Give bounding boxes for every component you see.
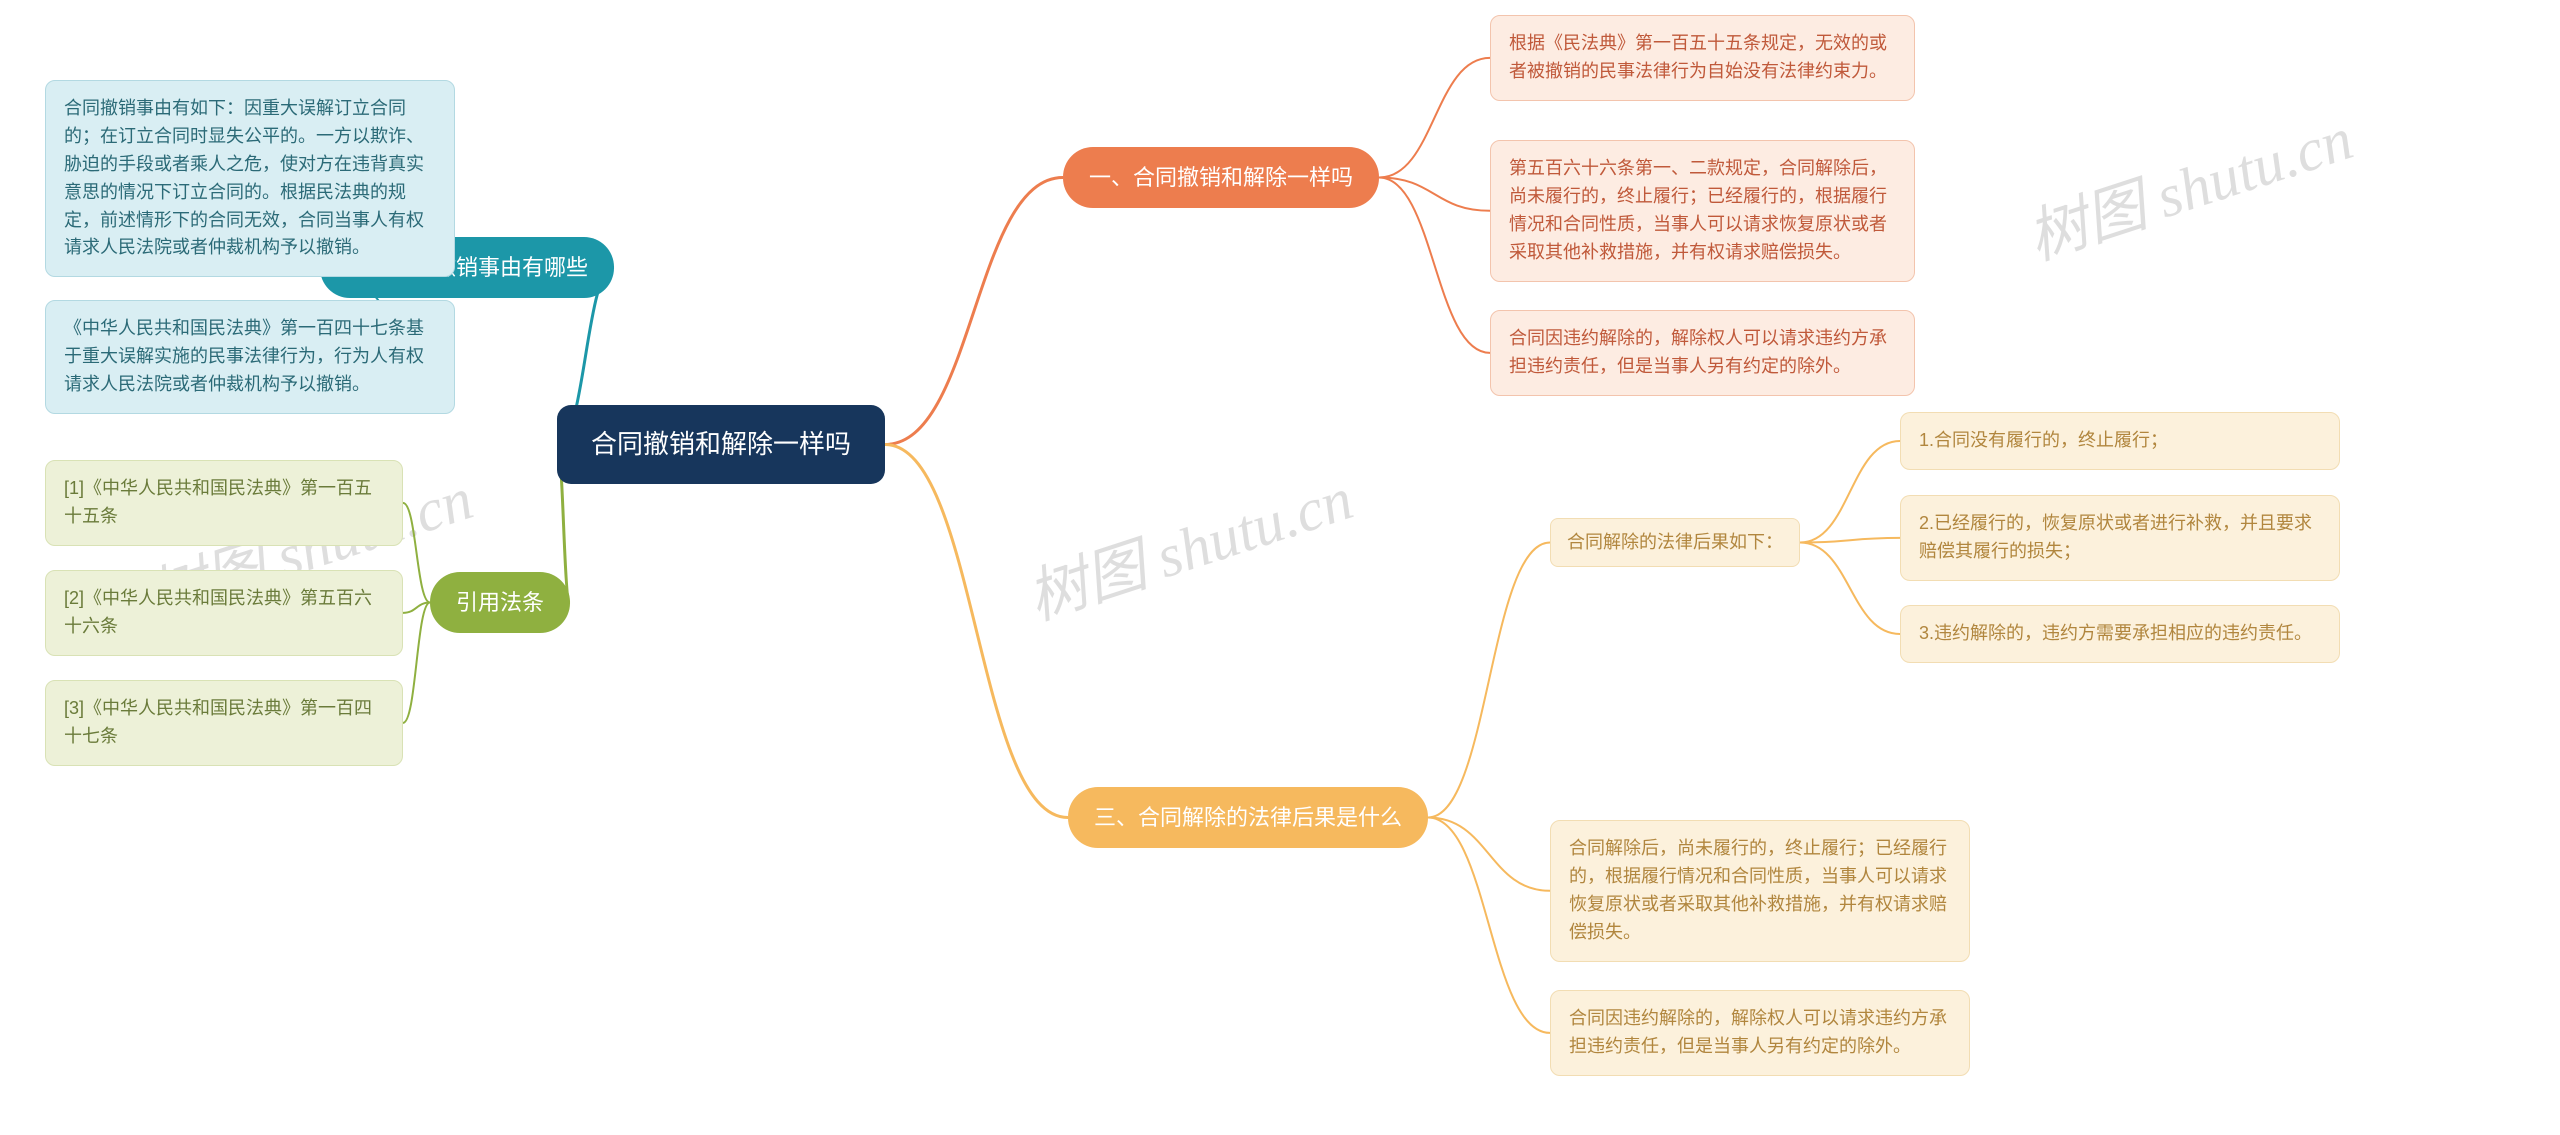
- branch-4-leaf-3: [3]《中华人民共和国民法典》第一百四十七条: [45, 680, 403, 766]
- branch-3[interactable]: 三、合同解除的法律后果是什么: [1068, 787, 1428, 848]
- branch-4-leaf-2: [2]《中华人民共和国民法典》第五百六十六条: [45, 570, 403, 656]
- branch-2-leaf-1: 合同撤销事由有如下：因重大误解订立合同的；在订立合同时显失公平的。一方以欺诈、胁…: [45, 80, 455, 277]
- branch-3-subhead: 合同解除的法律后果如下：: [1550, 518, 1800, 567]
- branch-4-leaf-1: [1]《中华人民共和国民法典》第一百五十五条: [45, 460, 403, 546]
- branch-2-leaf-2: 《中华人民共和国民法典》第一百四十七条基于重大误解实施的民事法律行为，行为人有权…: [45, 300, 455, 414]
- branch-1-leaf-2: 第五百六十六条第一、二款规定，合同解除后，尚未履行的，终止履行；已经履行的，根据…: [1490, 140, 1915, 282]
- root-node[interactable]: 合同撤销和解除一样吗: [557, 405, 885, 484]
- watermark: 树图 shutu.cn: [2015, 90, 2362, 277]
- watermark: 树图 shutu.cn: [1015, 450, 1362, 637]
- branch-3-leaf-2: 合同解除后，尚未履行的，终止履行；已经履行的，根据履行情况和合同性质，当事人可以…: [1550, 820, 1970, 962]
- branch-1-leaf-1: 根据《民法典》第一百五十五条规定，无效的或者被撤销的民事法律行为自始没有法律约束…: [1490, 15, 1915, 101]
- branch-1-leaf-3: 合同因违约解除的，解除权人可以请求违约方承担违约责任，但是当事人另有约定的除外。: [1490, 310, 1915, 396]
- branch-3-subitem-1: 1.合同没有履行的，终止履行；: [1900, 412, 2340, 470]
- branch-3-leaf-3: 合同因违约解除的，解除权人可以请求违约方承担违约责任，但是当事人另有约定的除外。: [1550, 990, 1970, 1076]
- branch-3-subitem-2: 2.已经履行的，恢复原状或者进行补救，并且要求赔偿其履行的损失；: [1900, 495, 2340, 581]
- branch-4[interactable]: 引用法条: [430, 572, 570, 633]
- branch-1[interactable]: 一、合同撤销和解除一样吗: [1063, 147, 1379, 208]
- branch-3-subitem-3: 3.违约解除的，违约方需要承担相应的违约责任。: [1900, 605, 2340, 663]
